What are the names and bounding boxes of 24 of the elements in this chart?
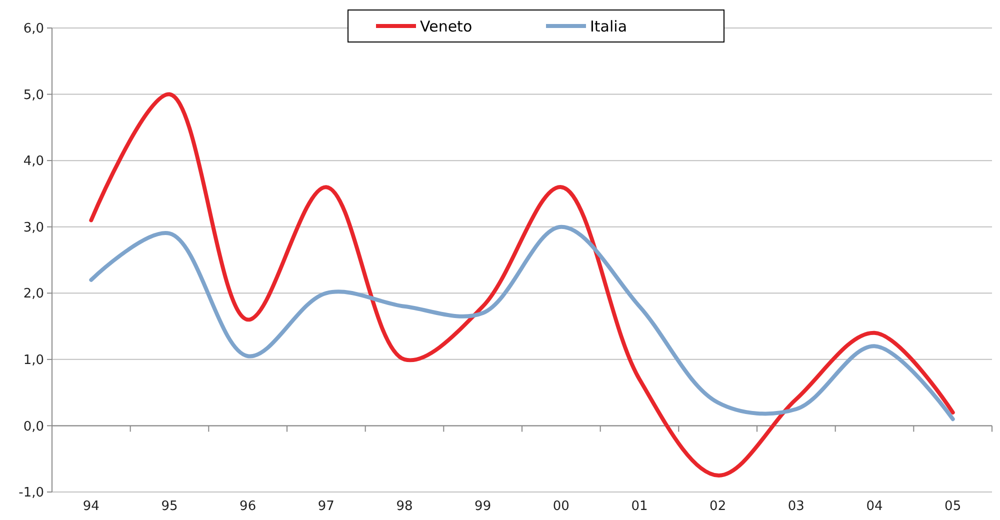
legend-label: Italia xyxy=(590,17,628,36)
x-tick-label: 00 xyxy=(552,499,570,514)
y-tick-label: -1,0 xyxy=(18,486,44,501)
y-tick-label: 0,0 xyxy=(23,419,44,434)
x-tick-label: 97 xyxy=(318,499,334,514)
y-tick-label: 3,0 xyxy=(23,220,44,236)
y-tick-label: 6,0 xyxy=(23,22,44,37)
y-tick-label: 4,0 xyxy=(23,154,44,170)
x-tick-label: 04 xyxy=(866,499,883,514)
x-tick-label: 96 xyxy=(240,499,256,514)
x-tick-label: 95 xyxy=(161,499,178,514)
line-series xyxy=(89,92,955,478)
y-tick-label: 5,0 xyxy=(23,88,44,103)
x-tick-label: 02 xyxy=(710,499,726,514)
x-tick-label: 05 xyxy=(944,499,962,514)
x-tick-label: 99 xyxy=(474,499,492,514)
x-tick-label: 98 xyxy=(396,499,413,514)
x-tick-label: 03 xyxy=(788,499,804,514)
x-tick-label: 01 xyxy=(631,499,648,514)
legend-label: Veneto xyxy=(420,17,472,36)
y-tick-label: 2,0 xyxy=(23,286,44,302)
line-series xyxy=(89,224,955,422)
y-tick-label: 1,0 xyxy=(23,352,44,368)
x-tick-label: 94 xyxy=(82,499,100,514)
